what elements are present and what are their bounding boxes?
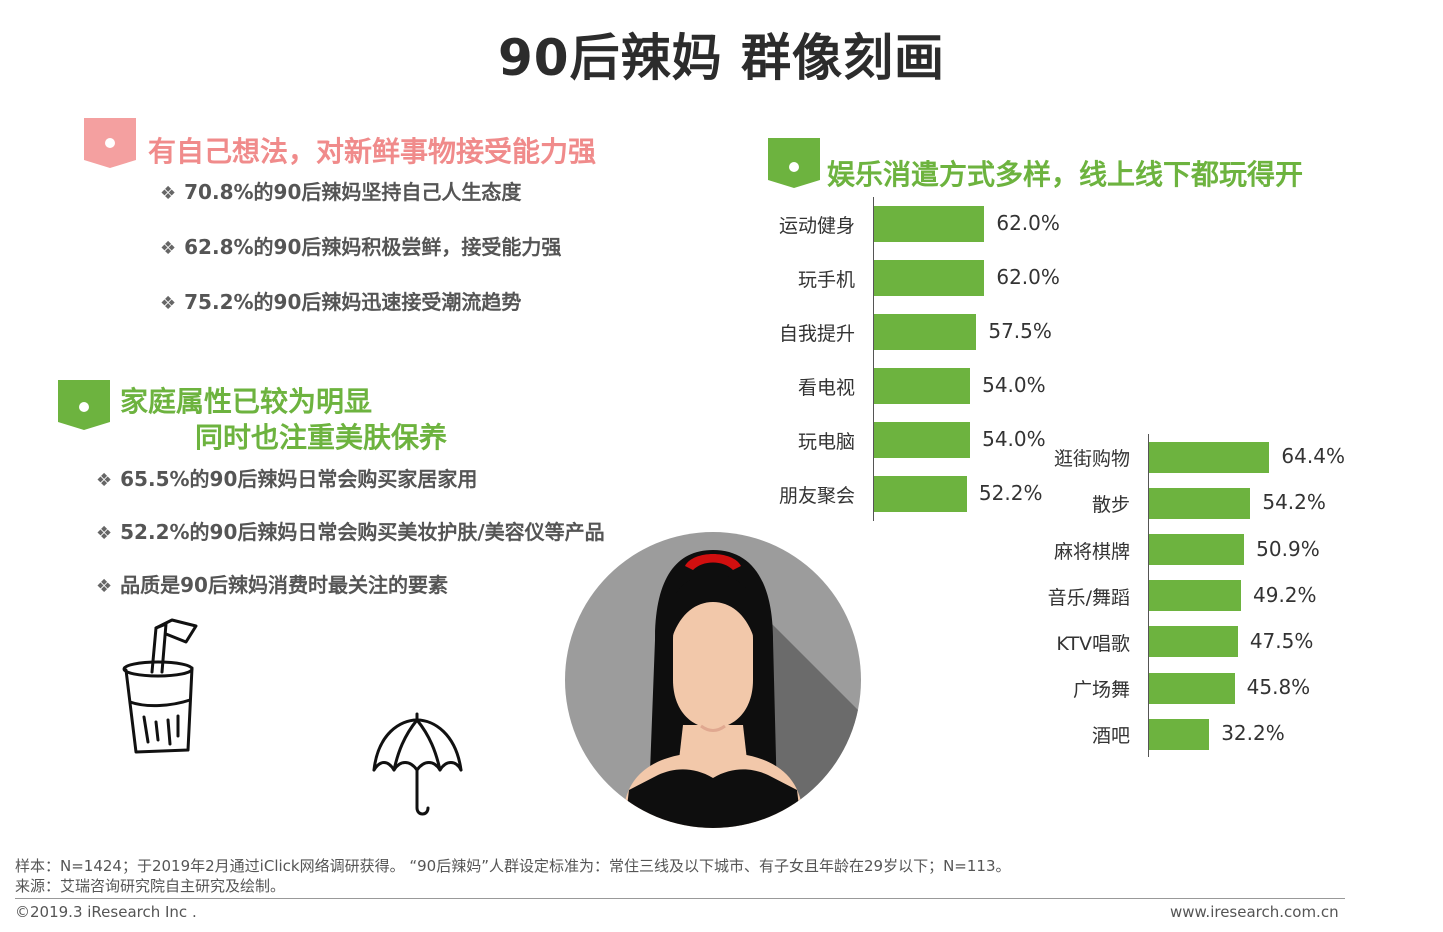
bar bbox=[1149, 626, 1238, 658]
bullet-icon: ❖ bbox=[96, 470, 113, 491]
bar bbox=[874, 260, 985, 296]
value-label: 62.0% bbox=[996, 265, 1060, 289]
footer-sample-note: 样本：N=1424；于2019年2月通过iClick网络调研获得。 “90后辣妈… bbox=[15, 857, 1011, 875]
category-label: 麻将棋牌 bbox=[1053, 540, 1130, 563]
chart-axis bbox=[1148, 434, 1149, 758]
category-label: 酒吧 bbox=[1091, 725, 1130, 748]
footer-website: www.iresearch.com.cn bbox=[1170, 903, 1339, 921]
section1-heading: 有自己想法，对新鲜事物接受能力强 bbox=[148, 135, 597, 168]
category-label: 音乐/舞蹈 bbox=[1047, 586, 1130, 609]
section2-bullet-2: ❖ 52.2%的90后辣妈日常会购买美妆护肤/美容仪等产品 bbox=[96, 520, 605, 544]
footer-divider bbox=[15, 898, 1345, 899]
footer-source: 来源：艾瑞咨询研究院自主研究及绘制。 bbox=[15, 877, 286, 895]
footer-copyright: ©2019.3 iResearch Inc . bbox=[15, 903, 197, 921]
bar bbox=[1149, 718, 1210, 750]
bar bbox=[1149, 672, 1235, 704]
category-label: 自我提升 bbox=[778, 323, 855, 345]
category-label: 朋友聚会 bbox=[778, 485, 855, 507]
bar bbox=[1149, 580, 1241, 612]
bar bbox=[1149, 441, 1270, 473]
section1-bullet-1: ❖ 70.8%的90后辣妈坚持自己人生态度 bbox=[160, 180, 522, 204]
category-label: 玩手机 bbox=[797, 269, 855, 291]
section2-heading-line2: 同时也注重美肤保养 bbox=[195, 421, 448, 454]
value-label: 47.5% bbox=[1249, 628, 1314, 653]
bar bbox=[874, 368, 971, 404]
bar bbox=[1149, 487, 1251, 519]
bar bbox=[874, 476, 967, 512]
value-label: 32.2% bbox=[1221, 721, 1285, 746]
bar bbox=[874, 206, 985, 242]
pink-tag-icon bbox=[84, 118, 136, 168]
section1-bullet-3: ❖ 75.2%的90后辣妈迅速接受潮流趋势 bbox=[160, 290, 522, 314]
section3-heading: 娱乐消遣方式多样，线上线下都玩得开 bbox=[827, 158, 1304, 191]
category-label: 看电视 bbox=[797, 377, 855, 399]
category-label: 运动健身 bbox=[778, 215, 855, 237]
umbrella-icon bbox=[370, 712, 465, 824]
bullet-icon: ❖ bbox=[160, 183, 177, 204]
category-label: 广场舞 bbox=[1072, 679, 1130, 702]
woman-avatar-icon bbox=[563, 530, 863, 834]
bullet-icon: ❖ bbox=[96, 523, 113, 544]
value-label: 45.8% bbox=[1246, 675, 1311, 700]
value-label: 57.5% bbox=[988, 319, 1052, 343]
value-label: 54.0% bbox=[982, 373, 1046, 397]
section2-heading-line1: 家庭属性已较为明显 bbox=[120, 385, 373, 418]
bullet-icon: ❖ bbox=[160, 293, 177, 314]
value-label: 50.9% bbox=[1256, 536, 1320, 561]
bullet-icon: ❖ bbox=[160, 238, 177, 259]
section2-bullet-3: ❖ 品质是90后辣妈消费时最关注的要素 bbox=[96, 573, 448, 597]
category-label: 逛街购物 bbox=[1053, 448, 1130, 471]
category-label: 玩电脑 bbox=[797, 431, 855, 453]
bar bbox=[874, 314, 977, 350]
section2-bullet-1: ❖ 65.5%的90后辣妈日常会购买家居家用 bbox=[96, 467, 478, 491]
section1-bullet-2: ❖ 62.8%的90后辣妈积极尝鲜，接受能力强 bbox=[160, 235, 562, 259]
value-label: 49.2% bbox=[1253, 582, 1317, 607]
drink-glass-icon bbox=[112, 612, 207, 766]
bullet-icon: ❖ bbox=[96, 576, 113, 597]
chart-axis bbox=[873, 197, 874, 521]
value-label: 54.2% bbox=[1262, 490, 1326, 515]
category-label: KTV唱歌 bbox=[1056, 632, 1130, 655]
value-label: 64.4% bbox=[1281, 444, 1345, 469]
bar bbox=[1149, 534, 1245, 565]
value-label: 62.0% bbox=[996, 211, 1060, 235]
bar bbox=[874, 422, 971, 458]
green-tag-icon-2 bbox=[768, 138, 820, 188]
value-label: 52.2% bbox=[978, 481, 1043, 505]
value-label: 54.0% bbox=[982, 427, 1046, 451]
green-tag-icon bbox=[58, 380, 110, 430]
category-label: 散步 bbox=[1091, 494, 1130, 517]
page-title: 90后辣妈 群像刻画 bbox=[498, 29, 945, 87]
